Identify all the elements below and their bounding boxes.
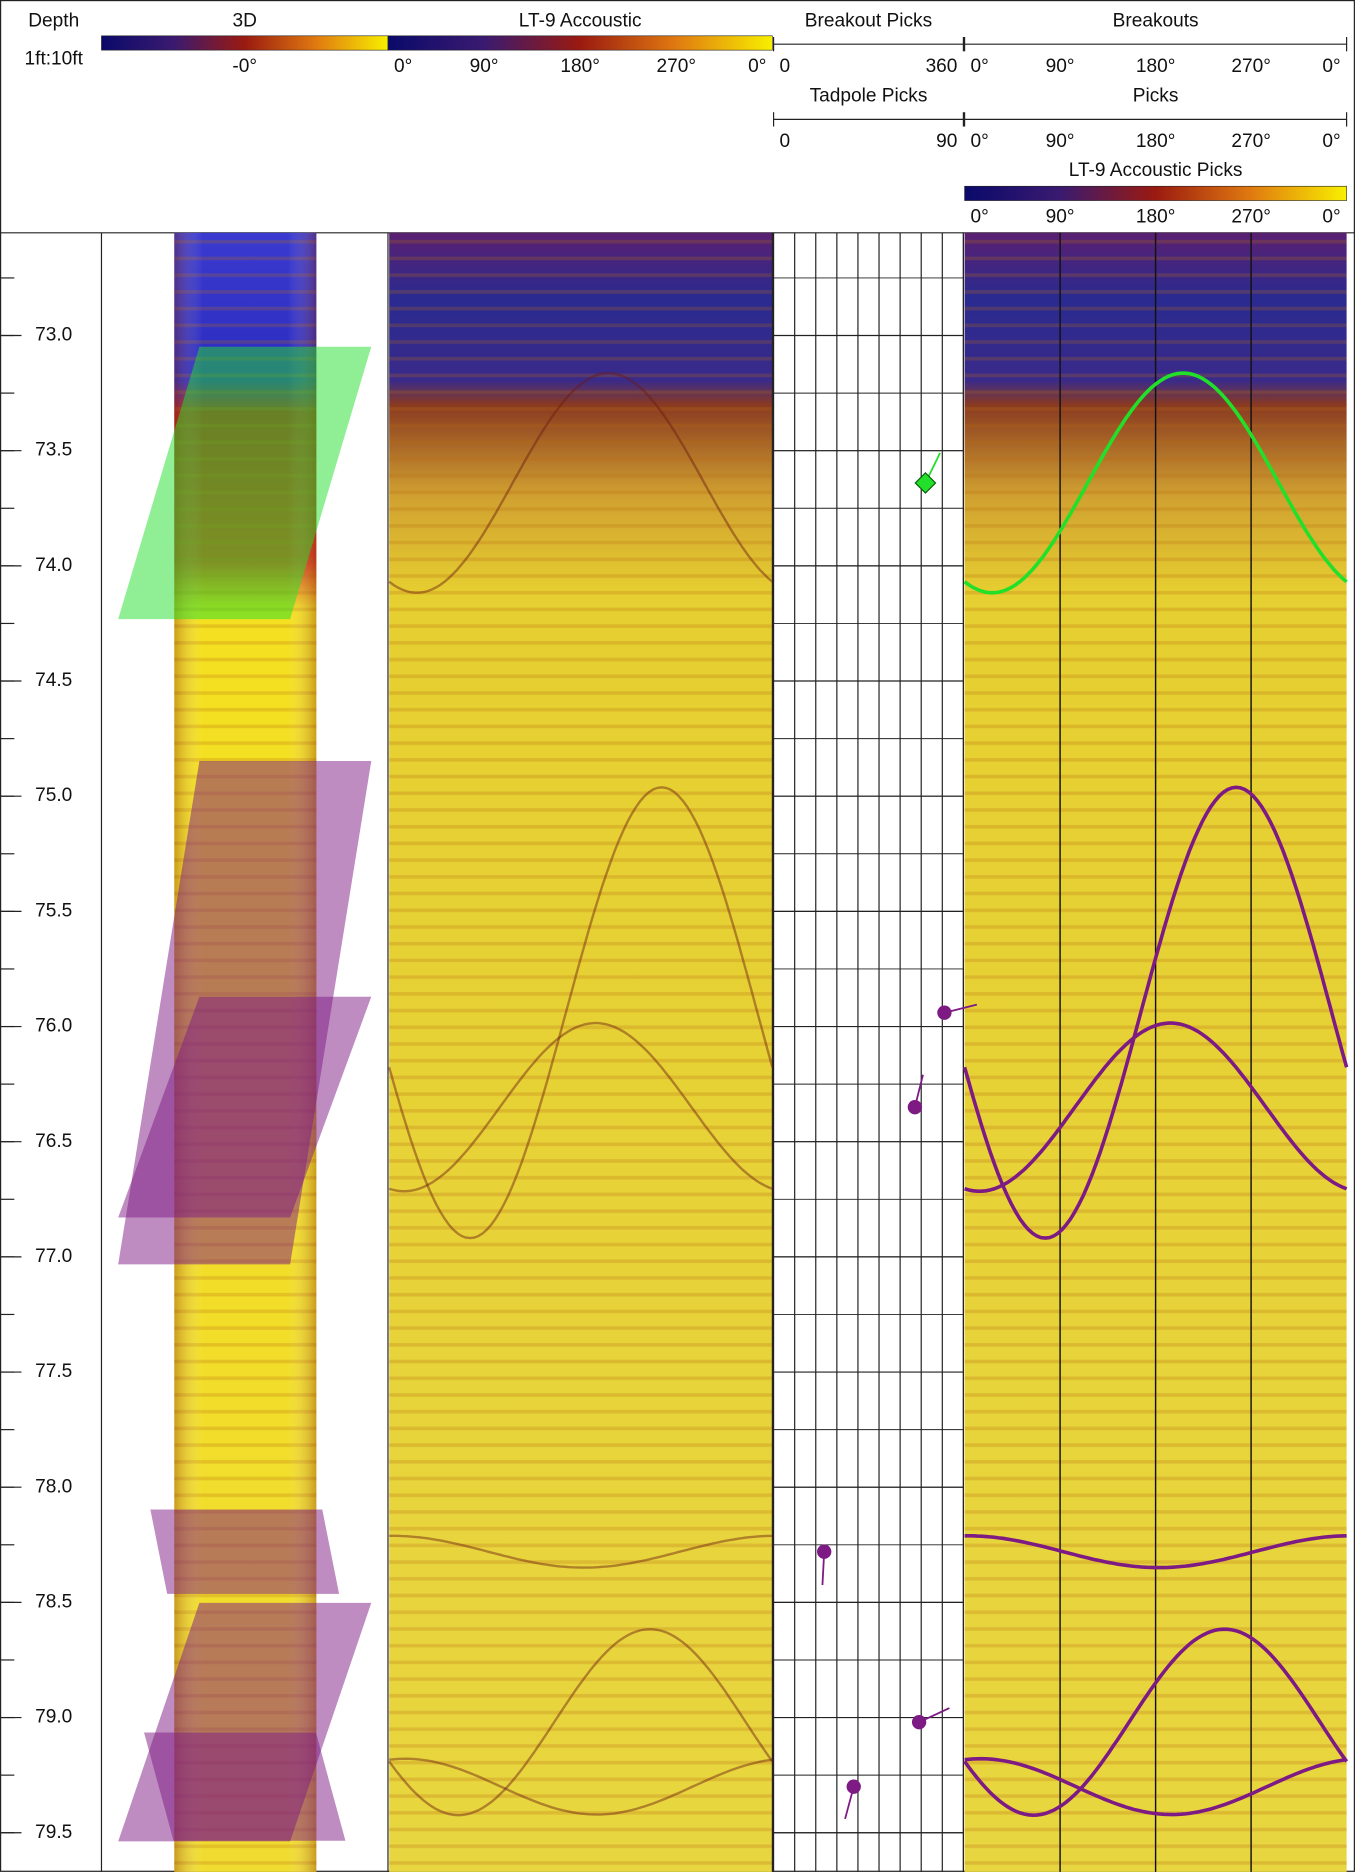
pick-sinusoid: [963, 1627, 1349, 1817]
depth-scale: 1ft:10ft: [25, 49, 84, 70]
tadpole-head: [911, 1714, 927, 1730]
acoustic-trace: [388, 371, 774, 594]
track-title: Breakout Picks: [805, 11, 932, 32]
y-tick-label: 74.0: [35, 555, 72, 576]
pick-sinusoid: [964, 1021, 1348, 1193]
plane: [150, 1509, 340, 1594]
track-title: LT-9 Accoustic: [519, 11, 642, 32]
x-tick-label: 0°: [394, 56, 412, 77]
x-tick-label: 0°: [971, 131, 989, 152]
acoustic-trace: [389, 1757, 773, 1816]
tadpole-head: [907, 1099, 923, 1115]
x-tick-label: 270°: [1231, 131, 1271, 152]
x-tick-label: 0: [780, 131, 791, 152]
tadpole-head: [914, 471, 937, 494]
acoustic-trace: [388, 1021, 773, 1193]
plane: [144, 1732, 346, 1841]
x-tick-label: 90: [936, 131, 957, 152]
y-tick-label: 78.0: [35, 1476, 72, 1497]
x-tick-label: 180°: [1136, 206, 1176, 227]
y-tick-label: 73.0: [35, 325, 72, 346]
tadpole-head: [817, 1544, 832, 1559]
tadpole-head: [846, 1779, 861, 1794]
acoustic-trace: [388, 1627, 774, 1817]
y-tick-label: 77.5: [35, 1361, 72, 1382]
x-tick-label: 0°: [971, 206, 989, 227]
pick-sinusoid: [964, 1534, 1347, 1570]
track-title: Breakouts: [1113, 11, 1199, 32]
y-tick-label: 74.5: [35, 670, 72, 691]
colorbar-label: -0°: [232, 56, 257, 77]
pick-sinusoid: [963, 371, 1348, 595]
x-tick-label: 270°: [657, 56, 697, 77]
acoustic-trace: [388, 786, 774, 1240]
y-tick-label: 79.5: [35, 1822, 72, 1843]
y-tick-label: 77.0: [35, 1246, 72, 1267]
colorbar: [964, 185, 1347, 201]
track-title: 3D: [233, 11, 257, 32]
plane: [118, 346, 372, 620]
layers: 3D -0° LT-9 Accoustic 0° 90° 180° 270° 0° Breako…: [0, 11, 1349, 1872]
x-tick-label: 360: [926, 56, 958, 77]
track-title: Tadpole Picks: [810, 86, 928, 107]
x-tick-label: 90°: [1046, 131, 1075, 152]
x-tick-label: 270°: [1231, 206, 1271, 227]
y-tick-label: 79.0: [35, 1707, 72, 1728]
x-tick-label: 180°: [1136, 56, 1176, 77]
x-tick-label: 90°: [1046, 206, 1075, 227]
x-tick-label: 0°: [971, 56, 989, 77]
pick-sinusoid: [962, 785, 1349, 1240]
colorbar: [387, 35, 773, 51]
x-tick-label: 270°: [1231, 56, 1271, 77]
x-tick-label: 180°: [560, 56, 600, 77]
acoustic-texture: [389, 232, 773, 1872]
plane: [118, 996, 372, 1218]
y-tick-label: 75.5: [35, 900, 72, 921]
y-tick-label: 75.0: [35, 785, 72, 806]
x-tick-label: 0°: [1322, 56, 1340, 77]
colorbar: [101, 35, 389, 51]
x-tick-label: 0: [780, 56, 791, 77]
y-tick-label: 76.0: [35, 1016, 72, 1037]
acoustic-trace: [389, 1534, 773, 1569]
y-tick-label: 76.5: [35, 1131, 72, 1152]
x-tick-label: 90°: [1046, 56, 1075, 77]
x-tick-label: 0°: [1322, 206, 1340, 227]
y-tick-label: 78.5: [35, 1591, 72, 1612]
x-tick-label: 0°: [748, 56, 766, 77]
x-tick-label: 90°: [470, 56, 499, 77]
track-title: LT-9 Accoustic Picks: [1069, 160, 1243, 181]
tadpole-head: [937, 1005, 952, 1020]
track-title: Picks: [1133, 86, 1179, 107]
x-tick-label: 0°: [1322, 131, 1340, 152]
pick-sinusoid: [964, 1756, 1347, 1817]
x-tick-label: 180°: [1136, 131, 1176, 152]
depth-title: Depth: [28, 11, 79, 32]
y-tick-label: 73.5: [35, 440, 72, 461]
